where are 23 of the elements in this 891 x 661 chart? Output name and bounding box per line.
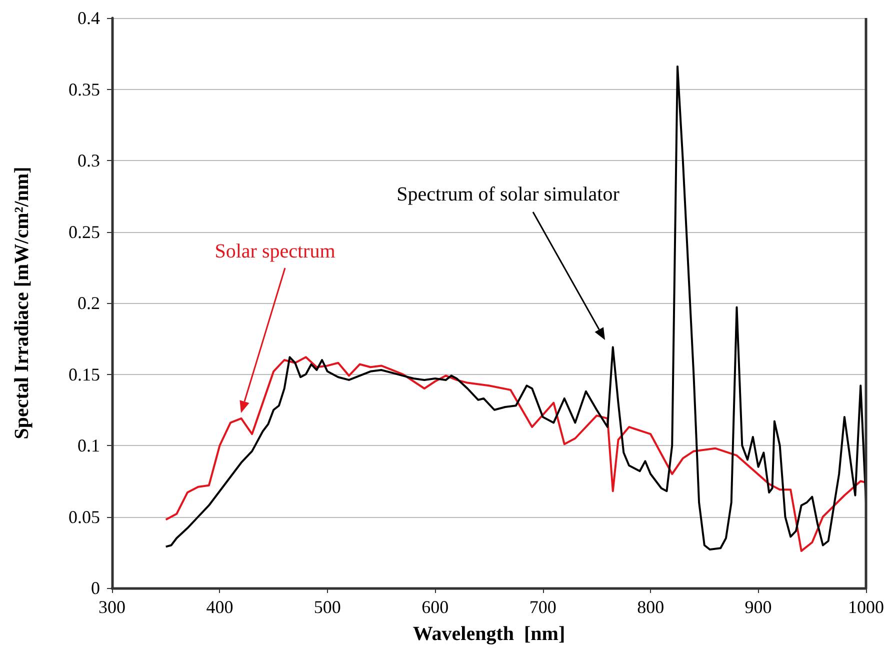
y-tick-label: 0.3 (78, 150, 100, 170)
y-tick-label: 0.25 (68, 222, 100, 242)
x-tick-label: 300 (98, 597, 126, 617)
x-tick-label: 500 (314, 597, 341, 617)
y-tick-label: 0 (91, 578, 100, 598)
y-tick-label: 0.1 (78, 436, 100, 456)
y-tick-label: 0.05 (68, 506, 100, 527)
x-tick-label: 800 (637, 597, 664, 617)
x-tick-label: 1000 (848, 597, 884, 617)
y-tick-label: 0.4 (78, 8, 100, 28)
annotation: Solar spectrum (214, 240, 336, 264)
y-tick-label: 0.15 (68, 364, 100, 384)
x-tick-label: 400 (206, 597, 234, 617)
x-tick-label: 600 (422, 597, 449, 617)
x-tick-label: 900 (744, 597, 772, 617)
y-tick-label: 0.35 (68, 79, 100, 100)
y-axis-title: Spectal Irradiace [mW/cm²/nm] (11, 166, 33, 440)
x-axis-title: Wavelength [nm] (412, 623, 566, 645)
annotation: Spectrum of solar simulator (396, 184, 620, 206)
y-tick-label: 0.2 (78, 293, 100, 313)
line-series (164, 65, 867, 551)
x-tick-label: 700 (529, 597, 556, 617)
line-series (164, 356, 867, 552)
